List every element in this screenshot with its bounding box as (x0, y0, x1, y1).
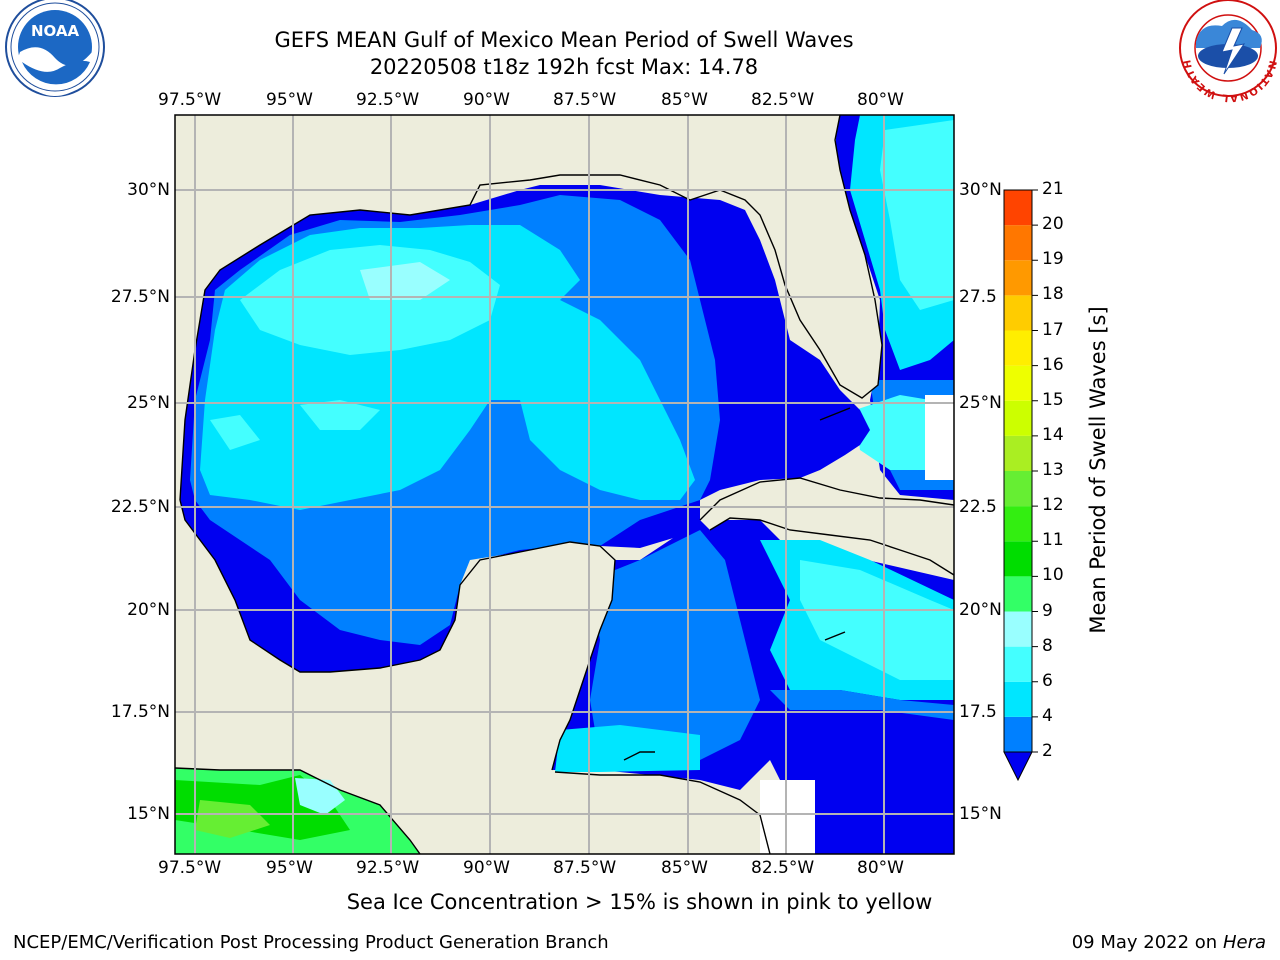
colorbar-segment (1004, 506, 1032, 542)
lon-label-bottom: 95°W (266, 858, 313, 878)
colorbar-segment (1004, 541, 1032, 577)
colorbar-segment (1004, 716, 1032, 752)
colorbar-tick-label: 14 (1042, 424, 1064, 445)
colorbar-extend (1003, 751, 1033, 782)
footer-date-text: 09 May 2022 on (1071, 932, 1218, 953)
lat-label-left: 22.5°N (110, 497, 170, 517)
lon-label-top: 90°W (463, 90, 510, 110)
noaa-logo-text: NOAA (31, 22, 80, 40)
lon-label-top: 97.5°W (158, 90, 222, 110)
lat-label-left: 25°N (127, 393, 170, 413)
colorbar-label: Mean Period of Swell Waves [s] (1086, 306, 1110, 634)
footer-machine: Hera (1222, 932, 1266, 953)
colorbar-segment (1004, 400, 1032, 436)
chart-subtitle: 20220508 t18z 192h fcst Max: 14.78 (369, 55, 759, 79)
lon-label-bottom: 87.5°W (553, 858, 617, 878)
colorbar-segment (1004, 646, 1032, 682)
colorbar-tick-label: 4 (1042, 705, 1053, 726)
colorbar-tick-label: 17 (1042, 319, 1064, 340)
lon-label-top: 87.5°W (553, 90, 617, 110)
colorbar-segment (1004, 225, 1032, 261)
lat-label-right: 27.5 (959, 287, 997, 307)
lon-label-top: 80°W (857, 90, 904, 110)
colorbar-tick-label: 12 (1042, 495, 1064, 516)
lon-label-top: 95°W (266, 90, 313, 110)
lat-label-right: 25°N (959, 393, 1002, 413)
lon-label-bottom: 85°W (661, 858, 708, 878)
florida (745, 115, 882, 398)
svg-text:NATIONAL WEATHER SERVICE: NATIONAL WEATHER SERVICE (0, 0, 1278, 103)
colorbar-segment (1004, 471, 1032, 507)
cuba (700, 478, 954, 575)
colorbar-tick-label: 21 (1042, 179, 1064, 199)
nws-logo: NATIONAL WEATHER SERVICE (0, 0, 1278, 103)
lat-label-right: 22.5 (959, 497, 997, 517)
lat-label-right: 17.5 (959, 702, 997, 722)
colorbar-segment (1004, 260, 1032, 296)
colorbar-tick-label: 15 (1042, 389, 1064, 410)
colorbar-tick-label: 6 (1042, 670, 1053, 691)
lon-label-bottom: 90°W (463, 858, 510, 878)
colorbar-segment (1004, 576, 1032, 612)
lon-label-bottom: 82.5°W (751, 858, 815, 878)
footer-credit: NCEP/EMC/Verification Post Processing Pr… (13, 932, 609, 953)
colorbar-segment (1004, 365, 1032, 401)
nws-logo-text: NATIONAL WEATHER SERVICE (0, 0, 1277, 103)
lat-label-right: 30°N (959, 180, 1002, 200)
lat-label-left: 30°N (127, 180, 170, 200)
colorbar-tick-label: 20 (1042, 214, 1064, 235)
colorbar-segment (1004, 681, 1032, 717)
gridlines (175, 115, 954, 854)
colorbar-segment (1004, 435, 1032, 471)
lat-label-left: 17.5°N (110, 702, 170, 722)
colorbar-tick-label: 16 (1042, 354, 1064, 375)
colorbar-tick-label: 2 (1042, 741, 1053, 761)
colorbar-segment (1004, 330, 1032, 366)
colorbar-tick-label: 11 (1042, 530, 1064, 551)
colorbar (1003, 189, 1038, 782)
footer-date: 09 May 2022 on Hera (1072, 932, 1266, 953)
lon-label-top: 92.5°W (356, 90, 420, 110)
lat-label-left: 20°N (127, 600, 170, 620)
lat-label-left: 15°N (127, 804, 170, 824)
map-frame (174, 114, 955, 855)
lat-label-right: 15°N (959, 804, 1002, 824)
colorbar-segment (1004, 611, 1032, 647)
noaa-logo: NOAA (5, 0, 105, 97)
colorbar-tick-label: 10 (1042, 565, 1064, 586)
swell-period-field (175, 115, 954, 854)
sea-ice-note: Sea Ice Concentration > 15% is shown in … (346, 890, 933, 914)
colorbar-tick-label: 19 (1042, 249, 1064, 270)
colorbar-tick-label: 13 (1042, 460, 1064, 480)
colorbar-segment (1004, 295, 1032, 331)
lon-label-top: 85°W (661, 90, 708, 110)
lon-label-bottom: 92.5°W (356, 858, 420, 878)
lon-label-bottom: 80°W (857, 858, 904, 878)
chart-title: GEFS MEAN Gulf of Mexico Mean Period of … (274, 28, 854, 52)
colorbar-tick-label: 9 (1042, 600, 1053, 621)
colorbar-tick-label: 8 (1042, 635, 1053, 656)
lat-label-right: 20°N (959, 600, 1002, 620)
lat-label-left: 27.5°N (110, 287, 170, 307)
lon-label-bottom: 97.5°W (158, 858, 222, 878)
colorbar-segment (1004, 190, 1032, 226)
lon-label-top: 82.5°W (751, 90, 815, 110)
colorbar-tick-label: 18 (1042, 284, 1064, 305)
